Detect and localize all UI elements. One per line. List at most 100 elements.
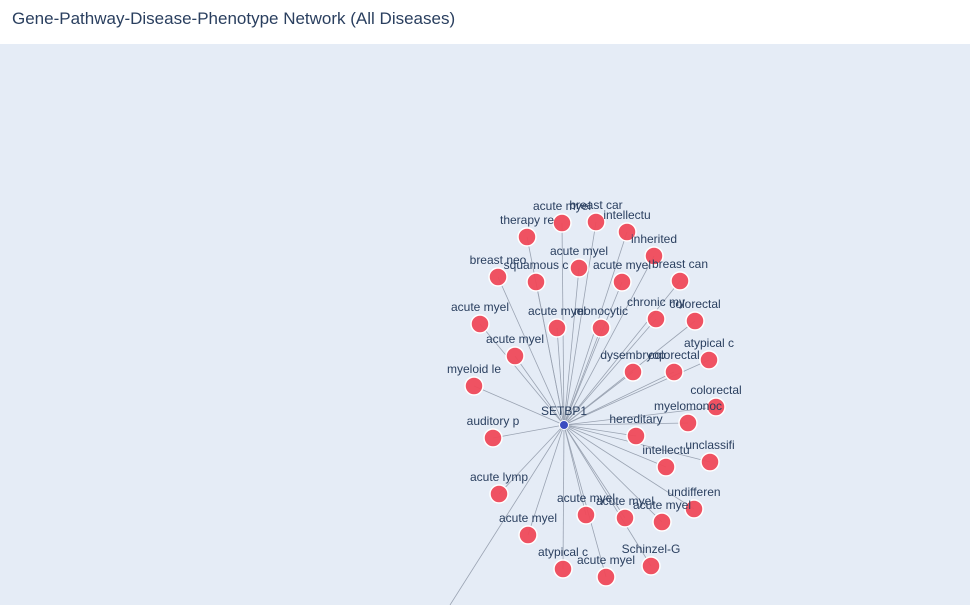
disease-node[interactable] [626,426,646,446]
edge [563,318,657,426]
disease-node[interactable] [464,376,484,396]
edge [563,327,602,426]
node-label: acute myel [550,244,608,258]
edge [563,424,587,516]
node-label: acute myel [528,304,586,318]
disease-node[interactable] [518,525,538,545]
edge [498,424,565,495]
node-label: chronic my [627,295,685,309]
disease-node[interactable] [591,318,611,338]
node-label: breast car [569,198,622,212]
disease-node[interactable] [552,213,572,233]
disease-node[interactable] [586,212,606,232]
node-label: therapy re [500,213,554,227]
disease-node[interactable] [596,567,616,587]
node-label: intellectu [603,208,650,222]
disease-node[interactable] [547,318,567,338]
gene-node[interactable] [559,420,569,430]
disease-node[interactable] [644,246,664,266]
disease-node[interactable] [656,457,676,477]
disease-node[interactable] [576,505,596,525]
disease-node[interactable] [470,314,490,334]
node-label: inherited [631,232,677,246]
disease-node[interactable] [569,258,589,278]
edge [563,281,623,426]
title-bar: Gene-Pathway-Disease-Phenotype Network (… [0,0,970,44]
edge [473,385,565,426]
edge [492,424,565,439]
disease-node[interactable] [684,499,704,519]
disease-node[interactable] [664,362,684,382]
disease-node[interactable] [699,350,719,370]
edge [479,323,565,426]
edge [563,424,626,519]
network-plot-area[interactable]: acute myel breast car therapy re intellectu… [0,44,970,605]
disease-node[interactable] [706,397,726,417]
edge [563,359,710,426]
chart-title: Gene-Pathway-Disease-Phenotype Network (… [12,9,456,28]
node-label: Schinzel-G [622,542,681,556]
edge-offscreen [449,424,565,605]
edge [563,424,663,523]
disease-node[interactable] [488,267,508,287]
edge [563,280,681,426]
edge [563,255,655,426]
edge [563,424,667,468]
node-label: hereditary [609,412,662,426]
edge [563,267,580,426]
disease-node[interactable] [678,413,698,433]
disease-node[interactable] [670,271,690,291]
disease-node[interactable] [489,484,509,504]
node-label: atypical c [538,545,588,559]
edge [563,221,597,426]
edge [562,424,565,570]
node-label: dysembryop [600,348,666,362]
edge [563,424,607,578]
disease-node[interactable] [526,272,546,292]
node-label: acute myel [596,494,654,508]
disease-node[interactable] [617,222,637,242]
node-label: intellectu [642,443,689,457]
node-label: acute myel [533,199,591,213]
node-label: myelomonoc [654,399,722,413]
edge [563,424,695,510]
node-label: acute myel [633,498,691,512]
node-label: atypical c [684,336,734,350]
node-label: breast neo [470,253,527,267]
edge [563,424,637,437]
disease-node[interactable] [652,512,672,532]
edge [563,422,689,426]
node-label: squamous c [504,258,569,272]
node-label: myeloid le [447,362,501,376]
node-label: acute myel [499,511,557,525]
node-label: unclassifi [685,438,734,452]
edge [514,355,565,426]
edge [497,276,565,426]
edge [535,281,565,426]
disease-node[interactable] [517,227,537,247]
node-label: breast can [652,257,708,271]
disease-node[interactable] [553,559,573,579]
edge [563,371,634,426]
node-label: colorectal [669,297,720,311]
edge [563,371,675,426]
edge [563,424,652,567]
disease-node[interactable] [483,428,503,448]
disease-node[interactable] [505,346,525,366]
node-label: monocytic [574,304,628,318]
disease-node[interactable] [641,556,661,576]
disease-node[interactable] [615,508,635,528]
node-label: acute myel [486,332,544,346]
node-label: colorectal [648,348,699,362]
node-label: acute myel [577,553,635,567]
disease-node[interactable] [700,452,720,472]
node-label: acute myel [593,258,651,272]
disease-node[interactable] [623,362,643,382]
disease-node[interactable] [646,309,666,329]
node-label: acute lymp [470,470,528,484]
node-label: auditory p [467,414,520,428]
disease-node[interactable] [685,311,705,331]
disease-node[interactable] [612,272,632,292]
node-label: undifferen [667,485,720,499]
